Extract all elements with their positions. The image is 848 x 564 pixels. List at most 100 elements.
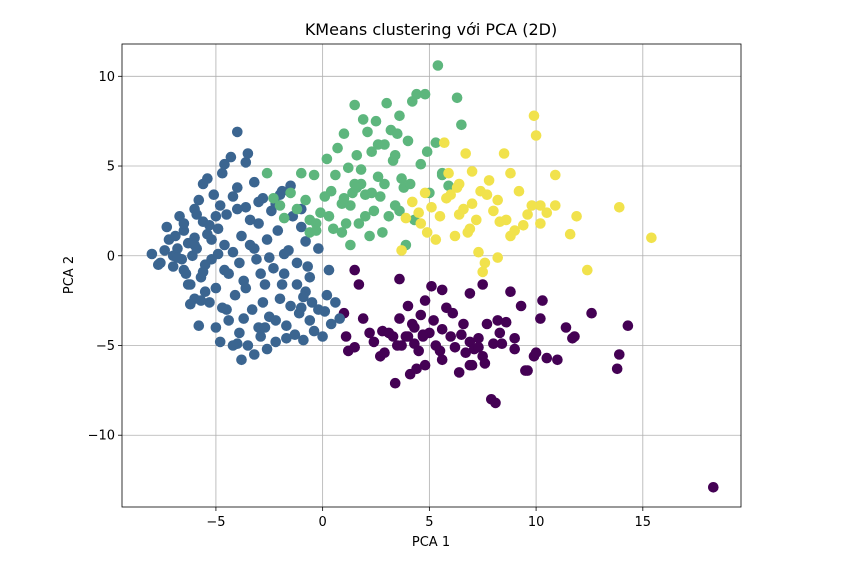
cluster-1-point xyxy=(219,239,230,251)
cluster-0-point xyxy=(458,318,469,330)
cluster-1-point xyxy=(304,315,316,326)
cluster-0-point xyxy=(411,363,422,375)
data-points xyxy=(146,60,719,493)
y-axis-label: PCA 2 xyxy=(62,256,77,294)
cluster-1-point xyxy=(221,209,232,220)
cluster-3-point xyxy=(477,266,489,278)
cluster-3-point xyxy=(513,185,525,197)
cluster-2-point xyxy=(345,200,356,211)
cluster-1-point xyxy=(291,279,303,290)
cluster-2-point xyxy=(419,88,431,100)
cluster-0-point xyxy=(453,367,465,378)
cluster-1-point xyxy=(334,313,346,324)
cluster-0-point xyxy=(537,295,548,306)
cluster-1-point xyxy=(193,320,205,332)
cluster-1-point xyxy=(313,243,324,254)
cluster-3-point xyxy=(535,218,546,229)
cluster-0-point xyxy=(368,336,380,348)
cluster-1-point xyxy=(210,211,222,222)
cluster-1-point xyxy=(240,202,252,213)
grid xyxy=(122,44,741,507)
cluster-0-point xyxy=(353,279,365,290)
cluster-2-point xyxy=(338,193,350,204)
cluster-0-point xyxy=(394,273,405,285)
cluster-3-point xyxy=(498,148,510,159)
cluster-0-series xyxy=(338,264,719,493)
cluster-2-point xyxy=(310,225,322,236)
cluster-0-point xyxy=(449,342,461,353)
cluster-3-point xyxy=(473,246,484,258)
cluster-0-point xyxy=(522,365,533,376)
cluster-0-point xyxy=(479,358,491,369)
cluster-2-point xyxy=(351,182,363,193)
cluster-1-point xyxy=(249,243,260,254)
cluster-3-point xyxy=(500,214,512,226)
cluster-3-point xyxy=(396,245,407,256)
cluster-1-point xyxy=(261,234,273,245)
cluster-1-point xyxy=(161,221,173,233)
cluster-0-point xyxy=(473,342,484,353)
cluster-0-point xyxy=(586,307,597,319)
cluster-1-point xyxy=(264,252,275,263)
y-tick-label: −5 xyxy=(96,339,115,354)
cluster-2-point xyxy=(368,205,380,217)
cluster-1-point xyxy=(182,279,194,290)
cluster-1-point xyxy=(172,252,183,263)
cluster-2-point xyxy=(372,171,384,183)
cluster-3-point xyxy=(582,264,593,276)
cluster-1-point xyxy=(253,196,264,208)
cluster-0-point xyxy=(614,349,625,360)
cluster-0-point xyxy=(409,322,420,333)
cluster-0-point xyxy=(505,286,516,298)
cluster-2-point xyxy=(278,212,290,224)
cluster-3-series xyxy=(396,110,657,278)
cluster-3-point xyxy=(451,182,463,193)
cluster-2-point xyxy=(366,146,378,157)
cluster-0-point xyxy=(394,313,405,324)
cluster-1-point xyxy=(257,297,269,308)
cluster-2-point xyxy=(340,218,352,229)
cluster-0-point xyxy=(349,342,361,353)
cluster-3-point xyxy=(564,228,576,240)
cluster-1-point xyxy=(240,157,252,168)
cluster-1-point xyxy=(300,236,311,247)
cluster-1-point xyxy=(253,218,264,229)
cluster-3-point xyxy=(466,198,478,209)
cluster-1-point xyxy=(319,306,331,317)
cluster-2-point xyxy=(389,150,401,161)
cluster-0-point xyxy=(496,338,508,350)
cluster-1-point xyxy=(170,230,181,242)
cluster-0-point xyxy=(357,313,369,324)
cluster-2-point xyxy=(360,211,371,222)
cluster-3-point xyxy=(400,212,412,224)
cluster-1-point xyxy=(278,248,290,260)
cluster-3-point xyxy=(541,207,553,218)
cluster-1-point xyxy=(321,289,333,301)
cluster-1-point xyxy=(259,322,271,333)
cluster-2-point xyxy=(392,128,403,139)
cluster-2-point xyxy=(345,239,356,251)
cluster-0-point xyxy=(436,324,448,335)
cluster-0-point xyxy=(481,318,493,330)
cluster-1-point xyxy=(204,297,215,308)
cluster-3-point xyxy=(439,137,450,148)
cluster-1-point xyxy=(210,322,222,333)
cluster-1-point xyxy=(274,293,286,305)
x-tick-label: −5 xyxy=(206,515,225,530)
cluster-0-point xyxy=(500,316,512,328)
cluster-2-point xyxy=(353,218,365,229)
cluster-1-point xyxy=(255,331,266,342)
cluster-3-point xyxy=(419,187,431,199)
cluster-1-point xyxy=(270,315,282,326)
cluster-1-point xyxy=(178,218,190,229)
cluster-0-point xyxy=(392,340,403,351)
cluster-0-point xyxy=(387,331,399,342)
cluster-1-point xyxy=(210,282,222,294)
cluster-0-point xyxy=(560,322,572,333)
cluster-1-point xyxy=(153,259,164,271)
cluster-1-point xyxy=(238,313,249,324)
cluster-1-point xyxy=(242,148,254,159)
cluster-1-point xyxy=(202,228,213,240)
cluster-1-point xyxy=(285,300,296,312)
